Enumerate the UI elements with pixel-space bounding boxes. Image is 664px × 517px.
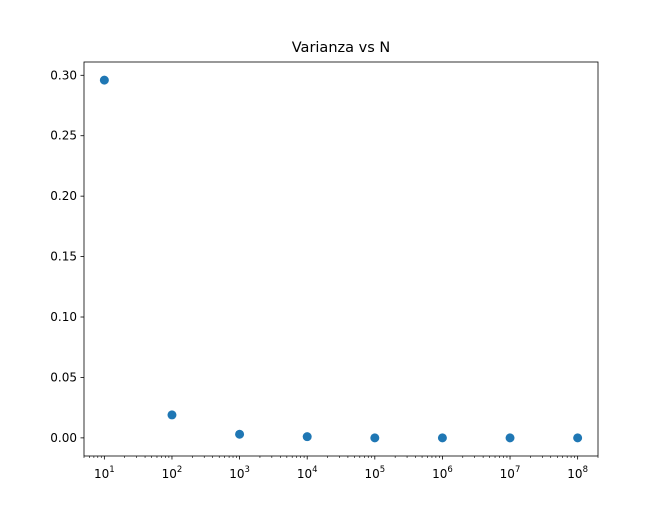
x-tick-label-exponent: 6 [447,465,452,475]
x-tick-label-base: 10 [162,467,177,481]
x-tick-label: 106 [432,465,453,481]
data-point [505,433,515,443]
y-tick-label: 0.20 [50,189,77,203]
y-tick-label: 0.15 [50,250,77,264]
x-tick-label-base: 10 [432,467,447,481]
x-tick-label-exponent: 2 [177,465,182,475]
data-point [302,432,312,442]
x-tick-label: 104 [297,465,318,481]
x-tick-label-base: 10 [94,467,109,481]
x-tick-label-exponent: 3 [245,465,250,475]
chart-title: Varianza vs N [292,40,390,56]
x-tick-label: 102 [162,465,183,481]
y-tick-label: 0.25 [50,129,77,143]
x-tick-label: 101 [94,465,115,481]
x-tick-label: 103 [229,465,250,481]
y-tick-label: 0.05 [50,370,77,384]
data-point [437,433,447,443]
x-tick-label-exponent: 4 [312,465,317,475]
y-tick-label: 0.30 [50,68,77,82]
data-point [167,410,177,420]
data-point [573,433,583,443]
data-point [370,433,380,443]
x-tick-label-base: 10 [229,467,244,481]
x-tick-label-base: 10 [297,467,312,481]
y-tick-label: 0.10 [50,310,77,324]
x-tick-label-base: 10 [364,467,379,481]
x-tick-label-exponent: 1 [109,465,114,475]
x-tick-label-base: 10 [567,467,582,481]
x-tick-label-base: 10 [500,467,515,481]
x-tick-label-exponent: 8 [583,465,588,475]
data-point [235,429,245,439]
x-tick-label: 108 [567,465,588,481]
data-point [99,75,109,85]
x-tick-label: 105 [364,465,385,481]
plot-frame [83,61,599,457]
y-tick-label: 0.00 [50,431,77,445]
x-tick-label-exponent: 7 [515,465,520,475]
x-tick-label-exponent: 5 [380,465,385,475]
x-tick-label: 107 [500,465,521,481]
